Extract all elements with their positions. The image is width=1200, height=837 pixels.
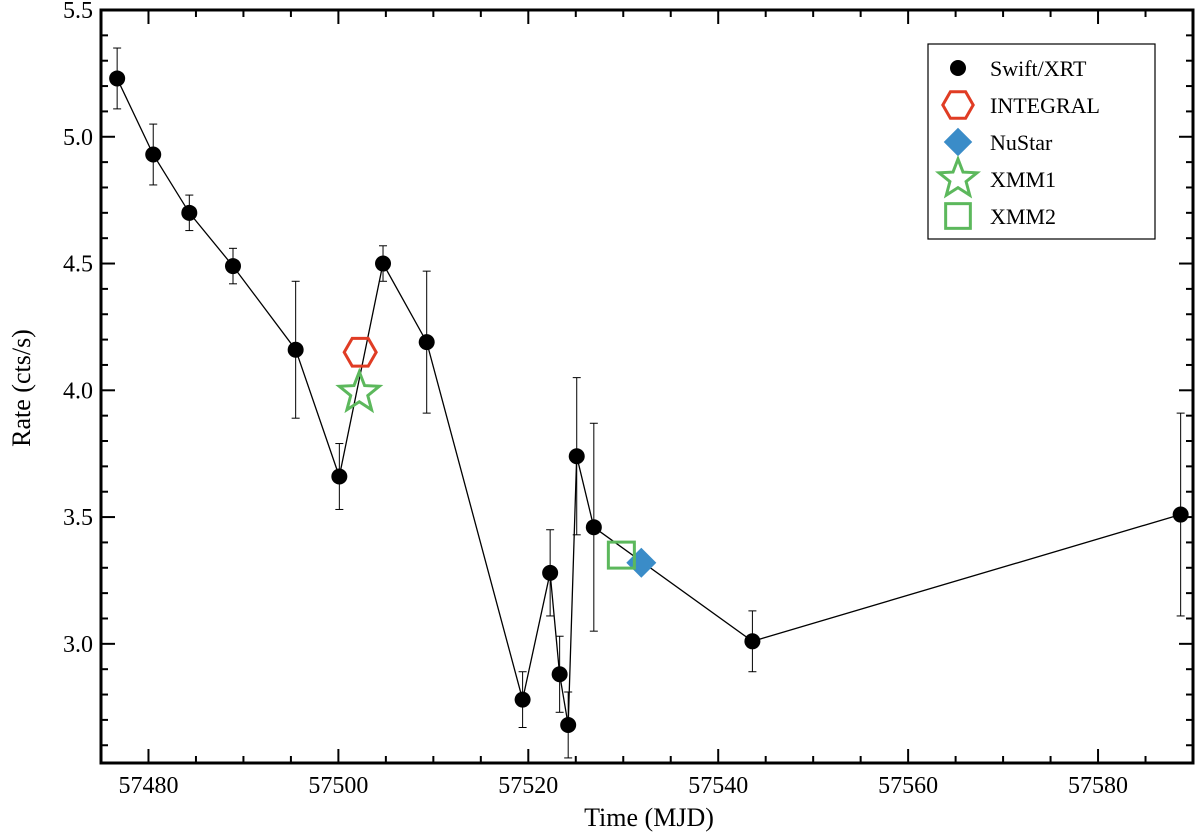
legend-marker-xmm1 [934,154,982,199]
legend-label-xmm1: XMM1 [990,167,1056,192]
legend-marker-integral [941,90,975,120]
x-tick-label: 57540 [688,773,748,799]
nustar-point [626,547,657,578]
swift-xrt-point [109,70,126,87]
y-tick-label: 5.5 [63,0,93,24]
swift-xrt-point [585,519,602,536]
swift-xrt-point [542,564,559,581]
swift-xrt-point [560,716,577,733]
swift-xrt-point [331,468,348,485]
legend-label-integral: INTEGRAL [990,93,1100,118]
legend: Swift/XRT INTEGRAL NuStar XMM1 XMM2 [927,43,1156,240]
swift-xrt-point [514,691,531,708]
legend-marker-xmm2 [944,202,972,230]
y-tick-label: 4.0 [63,378,93,404]
x-tick-label: 57560 [878,773,938,799]
swift-xrt-point [145,146,162,163]
xmm2-point [606,540,636,570]
plot-area [109,47,1189,759]
x-tick-label: 57500 [308,773,368,799]
x-tick-label: 57480 [118,773,178,799]
y-tick-label: 5.0 [63,125,93,151]
axes: 57480 57500 57520 57540 57560 57580 3.0 3.5 4.0 4… [63,0,1195,799]
legend-label-nustar: NuStar [990,130,1053,155]
y-tick-label: 3.5 [63,505,93,531]
swift-xrt-point [1172,506,1189,523]
swift-xrt-point [568,448,585,465]
swift-xrt-point [551,666,568,683]
legend-label-swift-xrt: Swift/XRT [990,56,1087,81]
swift-xrt-point [744,633,761,650]
y-tick-label: 4.5 [63,252,93,278]
y-tick-label: 3.0 [63,632,93,658]
legend-marker-nustar [943,127,973,157]
swift-xrt-point [375,255,392,272]
xmm1-point [335,367,384,414]
swift-xrt-point [287,341,304,358]
x-axis-title: Time (MJD) [584,803,714,832]
legend-marker-swift-xrt [950,60,966,76]
x-tick-label: 57580 [1068,773,1128,799]
x-tick-label: 57520 [498,773,558,799]
integral-point [342,336,378,368]
legend-label-xmm2: XMM2 [990,204,1056,229]
swift-xrt-point [181,204,198,221]
y-axis-title: Rate (cts/s) [7,329,36,447]
swift-xrt-point [224,258,241,275]
swift-xrt-point [418,334,435,351]
plot-frame [99,8,1195,765]
swift-xrt-line [116,78,1181,726]
